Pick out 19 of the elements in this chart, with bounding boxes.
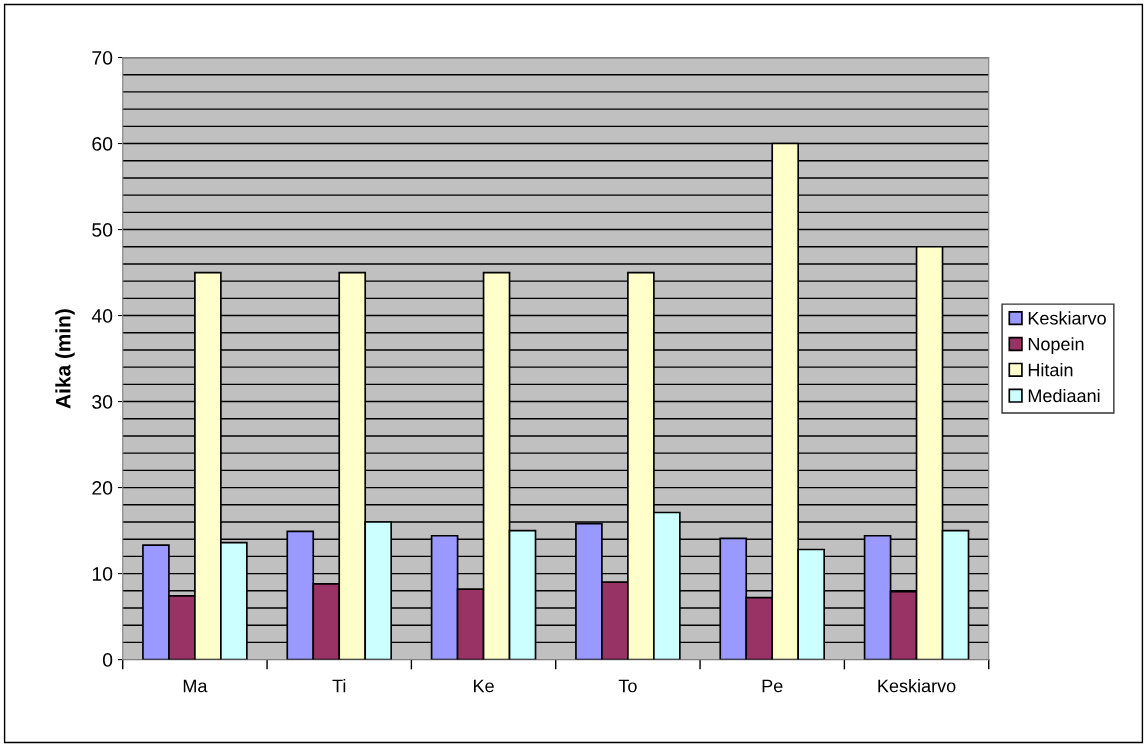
legend-label: Keskiarvo (1028, 311, 1106, 325)
legend-label: Nopein (1028, 337, 1084, 355)
x-tick-label: Ti (332, 679, 346, 693)
y-tick-label: 10 (92, 567, 113, 581)
x-tick-label: Ke (474, 679, 494, 693)
x-tick-label: Pe (762, 679, 783, 693)
legend-label: Hitain (1028, 363, 1073, 377)
y-tick-label: 40 (91, 309, 113, 323)
y-tick-label: 20 (92, 481, 113, 495)
x-tick-label: To (618, 679, 637, 693)
legend-label: Mediaani (1028, 388, 1100, 403)
y-tick-label: 60 (92, 137, 113, 151)
x-tick-label: Ma (183, 679, 208, 693)
y-tick-label: 30 (92, 395, 113, 409)
x-tick-label: Keskiarvo (878, 679, 956, 693)
y-tick-label: 0 (102, 653, 113, 667)
y-tick-label: 70 (92, 50, 113, 65)
y-tick-label: 50 (92, 223, 113, 237)
y-axis-title: Aika (min) (55, 309, 75, 409)
